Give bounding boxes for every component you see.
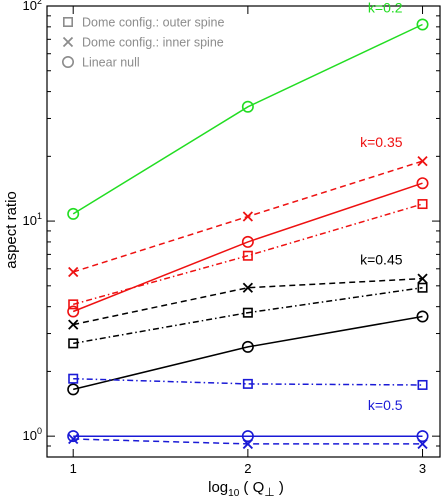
series-line-0 [72,23,423,215]
data-point-1-2-stroke [417,155,428,167]
y-tick-label: 101 [23,211,42,228]
data-point-5-2 [417,282,428,293]
x-tick-label: 3 [419,461,426,476]
series-line-5 [73,286,423,345]
data-point-1-1 [242,211,254,222]
series-line-4 [73,277,423,326]
x-tick-label: 2 [244,461,251,476]
data-point-4-0 [68,319,79,330]
series-line-7 [73,377,423,386]
data-point-4-1 [242,282,254,293]
axis-ticks: 1 2 3 100 101 102 [23,0,440,476]
x-tick-label: 1 [70,461,77,476]
legend-label: Dome config.: inner spine [82,36,224,50]
series-label-0: k=0.2 [368,0,403,16]
data-point-3-2 [417,199,428,210]
data-point-9-0-stroke [68,433,79,445]
legend-label: Linear null [82,56,140,70]
data-point-6-0 [67,383,80,396]
data-point-4-2-stroke [417,273,428,284]
data-point-4-2 [417,273,428,284]
series-line-6 [73,315,423,391]
series-layer [67,18,429,450]
series-line-3 [72,203,423,306]
data-point-3-0 [68,299,79,310]
data-point-8-2 [416,430,429,443]
data-point-2-1 [241,235,254,248]
data-point-1-2 [417,155,428,167]
y-tick-label: 102 [23,0,42,13]
plot-frame [46,5,441,458]
data-point-4-0-stroke [68,319,79,330]
data-point-6-2 [416,310,429,323]
data-point-3-1 [242,250,253,261]
series-label-3: k=0.5 [368,397,403,413]
legend-marker-cross-stroke [62,36,74,48]
data-point-4-1-stroke [242,282,254,293]
data-point-9-1-stroke [242,438,254,450]
legend-marker-circle [61,55,74,68]
y-axis-title: aspect ratio [3,191,20,269]
data-point-7-2 [417,379,428,390]
data-point-0-0 [67,207,80,220]
data-point-0-2 [416,18,429,31]
series-label-2: k=0.45 [360,252,403,268]
data-point-2-0 [67,305,80,318]
data-point-8-1 [241,430,254,443]
series-labels: k=0.2 k=0.35 k=0.45 k=0.5 [360,0,403,413]
legend-label: Dome config.: outer spine [82,16,224,30]
data-point-0-1 [241,100,254,113]
data-point-5-1 [242,307,253,318]
data-point-7-1 [242,378,253,389]
data-point-7-0 [68,373,79,384]
data-point-6-1 [241,340,254,353]
y-tick-label: 100 [23,426,42,443]
data-point-5-0 [68,338,79,349]
data-point-8-0 [67,430,80,443]
data-point-9-2 [417,438,428,450]
data-point-2-2 [416,177,429,190]
data-point-1-0-stroke [68,266,79,278]
series-line-2 [72,182,423,313]
data-point-9-1 [242,438,254,450]
legend-marker-cross [62,36,74,48]
data-point-1-0 [68,266,79,278]
data-point-9-2-stroke [417,438,428,450]
legend-marker-square [62,16,73,27]
data-point-9-0 [68,433,79,445]
data-point-1-1-stroke [242,211,254,222]
x-axis-title: log10 ( Q⊥ ) [208,479,284,499]
series-label-1: k=0.35 [360,134,403,150]
legend: Dome config.: outer spine Dome config.: i… [61,16,224,70]
